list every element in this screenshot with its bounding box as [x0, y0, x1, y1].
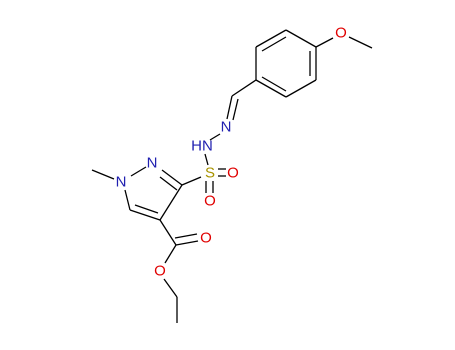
atom-label: O	[227, 165, 239, 182]
bond	[261, 36, 287, 52]
atom-label: O	[335, 25, 347, 42]
bond	[163, 278, 178, 298]
atom-label: S	[205, 165, 215, 182]
bond	[285, 79, 317, 98]
atom-label: HN	[191, 138, 213, 155]
bond	[161, 169, 183, 186]
bond	[159, 219, 177, 246]
bond	[174, 233, 198, 239]
bond	[285, 29, 317, 48]
bond	[261, 76, 287, 92]
bond	[348, 36, 373, 49]
atom-label: N	[221, 119, 232, 136]
bond	[159, 184, 183, 221]
bonds	[91, 29, 373, 323]
bond	[204, 153, 209, 166]
bond	[181, 176, 202, 186]
atom-label: N	[116, 174, 127, 191]
bond	[231, 79, 257, 97]
bond	[159, 176, 178, 191]
bond	[91, 169, 115, 180]
bond	[315, 37, 334, 48]
bond	[124, 189, 131, 211]
bond	[134, 204, 159, 214]
bond	[175, 240, 199, 246]
atom-label: O	[204, 193, 216, 210]
atom-label: N	[147, 155, 158, 172]
bond	[130, 166, 147, 177]
bond	[255, 29, 287, 48]
bond	[232, 98, 239, 121]
bond	[209, 133, 221, 141]
bond	[255, 79, 287, 98]
atom-label: O	[200, 230, 212, 247]
atom-label: O	[154, 263, 166, 280]
bond	[226, 95, 233, 120]
bond	[129, 209, 161, 221]
bond	[164, 244, 177, 264]
